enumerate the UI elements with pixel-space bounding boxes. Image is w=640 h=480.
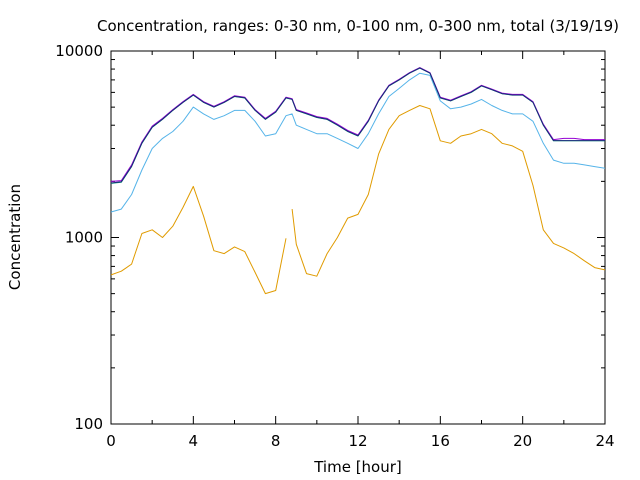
x-tick-label: 4 <box>189 432 199 450</box>
series-line-3 <box>110 67 605 184</box>
series-layer <box>110 67 606 295</box>
x-tick-labels: 0 4 8 12 16 20 24 <box>106 432 614 450</box>
series-line-4 <box>110 67 605 182</box>
x-tick-label: 8 <box>271 432 281 450</box>
x-tick-label: 0 <box>106 432 116 450</box>
axis-ticks <box>110 50 606 425</box>
x-tick-label: 16 <box>431 432 450 450</box>
y-tick-label: 1000 <box>65 229 103 247</box>
plot-frame <box>110 50 606 425</box>
y-tick-labels: 100 1000 10000 <box>55 42 103 433</box>
x-tick-label: 24 <box>595 432 614 450</box>
series-line-1 <box>110 105 606 295</box>
x-tick-label: 20 <box>513 432 532 450</box>
chart-title: Concentration, ranges: 0-30 nm, 0-100 nm… <box>97 17 619 35</box>
x-tick-label: 12 <box>348 432 367 450</box>
series-line-2 <box>110 72 606 213</box>
x-axis-label: Time [hour] <box>313 458 402 476</box>
y-tick-label: 100 <box>74 415 103 433</box>
y-tick-label: 10000 <box>55 42 103 60</box>
y-axis-label: Concentration <box>6 184 24 290</box>
series-line-5 <box>110 67 605 184</box>
